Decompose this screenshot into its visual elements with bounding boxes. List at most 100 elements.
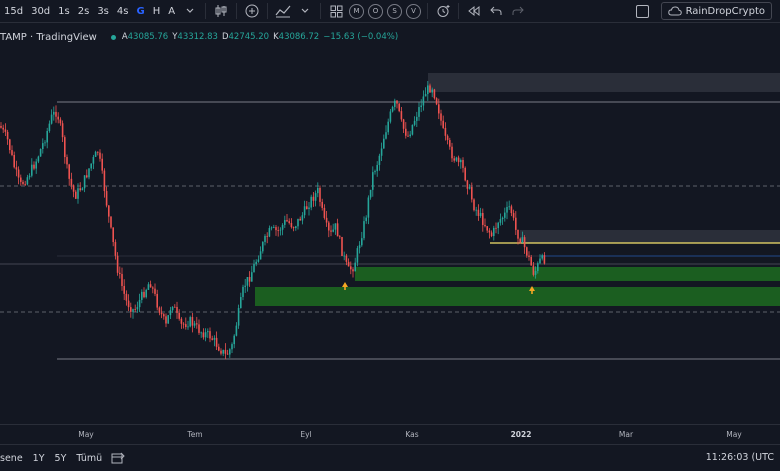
- interval-a[interactable]: A: [168, 5, 176, 17]
- candle-body: [46, 130, 48, 143]
- candle-body: [224, 349, 227, 354]
- interval-g[interactable]: G: [136, 5, 145, 17]
- candle-body: [97, 151, 99, 153]
- candle-body: [211, 338, 213, 340]
- xaxis-label: Mar: [618, 430, 634, 439]
- xaxis-label: 2022: [510, 430, 532, 439]
- range-1y[interactable]: 1Y: [32, 452, 45, 464]
- candle-body: [442, 120, 444, 128]
- candle-body: [308, 207, 310, 210]
- add-indicator-icon[interactable]: [243, 2, 261, 20]
- chevron-down-icon[interactable]: [296, 2, 314, 20]
- candle-body: [114, 242, 117, 256]
- candle-body: [50, 114, 53, 124]
- candle-body: [332, 229, 334, 232]
- candle-body: [141, 291, 143, 300]
- replay-icon[interactable]: [465, 2, 483, 20]
- time-axis[interactable]: May Tem Eyl Kas 2022 Mar May: [0, 424, 780, 445]
- candlestick-icon[interactable]: [212, 2, 230, 20]
- circle-button-v[interactable]: V: [406, 3, 422, 19]
- candle-body: [22, 181, 24, 184]
- open-key: A: [121, 32, 128, 42]
- candle-body: [367, 197, 370, 218]
- candle-body: [86, 175, 88, 178]
- interval-3s[interactable]: 3s: [97, 5, 109, 17]
- undo-icon[interactable]: [487, 2, 505, 20]
- candle-body: [108, 205, 110, 217]
- fullscreen-checkbox[interactable]: [635, 4, 649, 18]
- demand-zone-upper[interactable]: [355, 267, 780, 281]
- candle-body: [196, 323, 198, 325]
- layout-grid-icon[interactable]: [327, 2, 345, 20]
- candle-body: [400, 111, 403, 120]
- candle-body: [11, 150, 13, 156]
- alert-clock-icon[interactable]: [434, 2, 452, 20]
- demand-zone-lower[interactable]: [255, 287, 780, 306]
- interval-h[interactable]: H: [152, 5, 161, 17]
- candle-body: [334, 223, 337, 230]
- price-chart[interactable]: [0, 46, 780, 424]
- candle-body: [299, 218, 301, 221]
- candle-body: [528, 255, 530, 257]
- candle-body: [387, 121, 389, 133]
- candle-body: [81, 188, 84, 191]
- range-5y[interactable]: 5Y: [54, 452, 67, 464]
- candle-body: [420, 105, 422, 108]
- candle-body: [347, 261, 350, 267]
- date-range-icon[interactable]: [109, 449, 127, 467]
- circle-button-o[interactable]: O: [368, 3, 384, 19]
- candle-body: [273, 227, 275, 228]
- divider: [458, 3, 460, 19]
- candle-body: [48, 123, 51, 131]
- symbol-source: · TradingView: [30, 31, 97, 43]
- redo-icon[interactable]: [509, 2, 527, 20]
- interval-1s[interactable]: 1s: [58, 5, 70, 17]
- candle-body: [286, 220, 288, 222]
- circle-button-s[interactable]: S: [387, 3, 403, 19]
- candle-body: [237, 308, 240, 326]
- divider: [267, 3, 269, 19]
- supply-zone-top[interactable]: [428, 73, 780, 92]
- candle-body: [396, 100, 398, 104]
- candle-body: [174, 306, 176, 308]
- candle-body: [464, 167, 466, 181]
- range-sene[interactable]: sene: [0, 452, 23, 464]
- account-button[interactable]: RainDropCrypto: [660, 2, 772, 20]
- chevron-down-icon[interactable]: [181, 2, 199, 20]
- candle-body: [259, 251, 262, 260]
- candle-body: [365, 217, 367, 222]
- candle-body: [15, 167, 18, 170]
- candle-body: [424, 94, 427, 97]
- candle-body: [354, 262, 356, 272]
- supply-zone-mid[interactable]: [520, 230, 780, 243]
- chart-canvas[interactable]: [0, 46, 780, 424]
- interval-15d[interactable]: 15d: [4, 5, 24, 17]
- candle-body: [310, 196, 312, 208]
- candle-body: [431, 89, 433, 93]
- candle-body: [405, 128, 407, 136]
- circle-button-m[interactable]: M: [349, 3, 365, 19]
- candle-body: [284, 220, 286, 225]
- symbol-title[interactable]: TAMP · TradingView: [0, 32, 97, 43]
- candle-body: [121, 273, 123, 286]
- candle-body: [253, 264, 255, 273]
- candle-body: [438, 104, 440, 114]
- close-key: K: [273, 32, 279, 42]
- candle-body: [165, 316, 167, 324]
- interval-30d[interactable]: 30d: [31, 5, 51, 17]
- candle-body: [466, 180, 469, 189]
- candle-body: [176, 306, 178, 313]
- divider: [320, 3, 322, 19]
- xaxis-label: May: [78, 430, 94, 439]
- clock-timezone[interactable]: 11:26:03 (UTC: [705, 452, 774, 463]
- candle-body: [314, 193, 317, 201]
- interval-4s[interactable]: 4s: [116, 5, 129, 17]
- range-all[interactable]: Tümü: [76, 452, 103, 464]
- candle-body: [266, 235, 268, 237]
- interval-2s[interactable]: 2s: [77, 5, 90, 17]
- account-name: RainDropCrypto: [685, 5, 765, 17]
- candle-body: [339, 236, 341, 238]
- candle-body: [504, 212, 506, 218]
- candle-body: [103, 170, 106, 192]
- indicators-icon[interactable]: [274, 2, 292, 20]
